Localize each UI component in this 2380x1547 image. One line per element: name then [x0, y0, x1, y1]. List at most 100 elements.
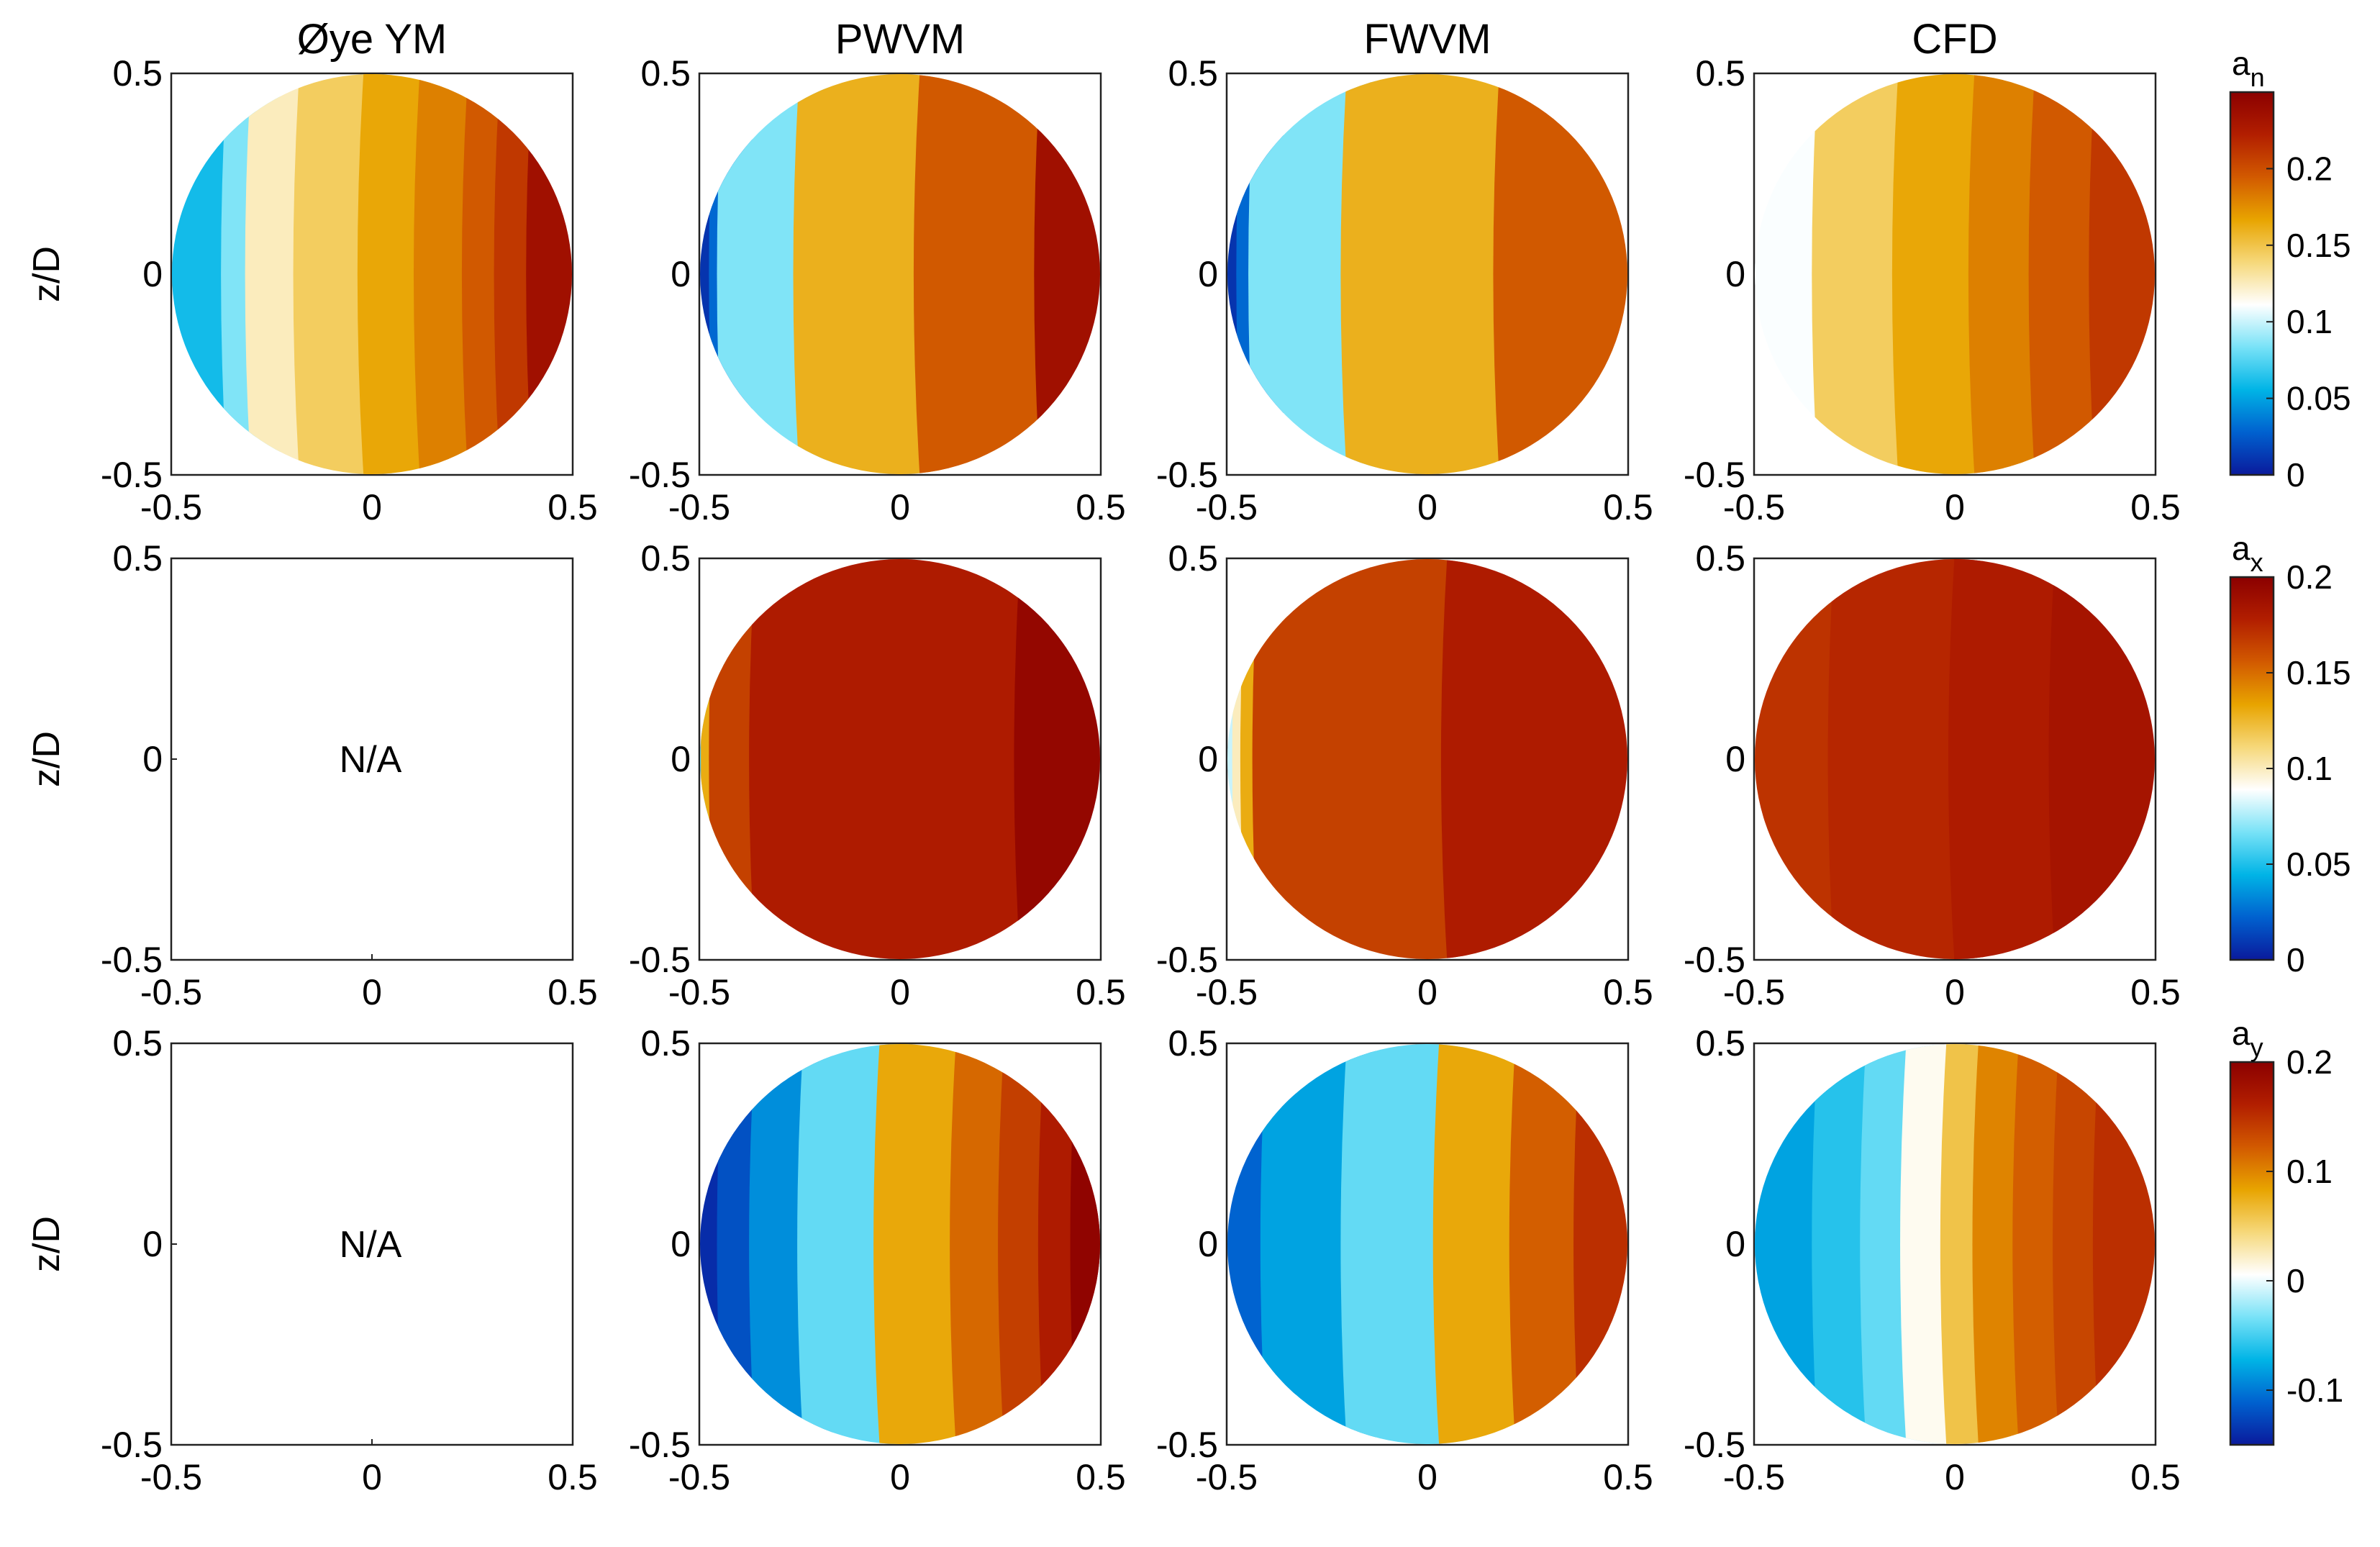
- x-tick-label: 0.5: [1603, 487, 1653, 527]
- contour-bands: [1755, 74, 2155, 474]
- contour-band: [1340, 74, 1529, 474]
- colorbar-fill: [2230, 92, 2274, 475]
- x-tick-label: -0.5: [1723, 487, 1785, 527]
- contour-band: [913, 74, 1070, 474]
- y-tick-label: 0.5: [1695, 53, 1745, 94]
- panel-ax-0: -0.5 0 0.5 0.5 0 -0.5 N/A: [101, 538, 598, 1012]
- x-tick-label: 0: [362, 487, 382, 527]
- colorbar-title: an: [2232, 45, 2265, 92]
- x-tick-label: 0: [1417, 487, 1437, 527]
- y-tick-label: 0: [1198, 1224, 1218, 1264]
- y-tick-label: 0: [671, 254, 691, 294]
- x-tick-label: -0.5: [140, 1457, 202, 1497]
- x-tick-label: 0.5: [2130, 1457, 2181, 1497]
- x-tick-label: 0.5: [2130, 487, 2181, 527]
- x-tick-label: 0.5: [1603, 972, 1653, 1012]
- x-tick-label: 0: [1417, 972, 1437, 1012]
- na-label: N/A: [340, 1224, 402, 1266]
- column-title-0: Øye YM: [297, 16, 447, 63]
- panel-an-1: -0.5 0 0.5 0.5 0 -0.5: [629, 53, 1126, 527]
- colorbar-tick-label: 0.1: [2286, 1153, 2333, 1190]
- y-tick-label: 0.5: [112, 538, 163, 579]
- colorbar-tick-label: 0.2: [2286, 1043, 2333, 1081]
- x-tick-label: 0.5: [1076, 487, 1126, 527]
- x-tick-label: 0: [1945, 1457, 1965, 1497]
- y-tick-label: 0.5: [640, 538, 691, 579]
- y-tick-label: 0.5: [640, 1023, 691, 1063]
- x-tick-label: 0: [890, 972, 910, 1012]
- x-tick-label: -0.5: [668, 972, 730, 1012]
- colorbar-an: 0.2 0.15 0.1 0.05 0 an: [2229, 45, 2351, 494]
- colorbar-ay: 0.2 0.1 0 -0.1 ay: [2229, 1015, 2343, 1446]
- y-tick-label: 0.5: [112, 1023, 163, 1063]
- x-tick-label: -0.5: [1196, 487, 1258, 527]
- panel-ay-3: -0.5 0 0.5 0.5 0 -0.5: [1684, 1023, 2181, 1497]
- y-tick-label: 0: [142, 739, 163, 779]
- panel-an-2: -0.5 0 0.5 0.5 0 -0.5: [1156, 53, 1653, 527]
- y-tick-label: 0: [1725, 739, 1745, 779]
- colorbar-tick-label: 0: [2286, 1262, 2305, 1299]
- x-tick-label: 0: [1945, 972, 1965, 1012]
- contour-bands: [1227, 559, 1627, 959]
- y-tick-label: -0.5: [101, 940, 163, 980]
- colorbar-tick-label: 0.05: [2286, 380, 2351, 417]
- contour-band: [2048, 559, 2155, 959]
- y-tick-label: 0: [671, 739, 691, 779]
- x-tick-label: 0.5: [1076, 972, 1126, 1012]
- na-label: N/A: [340, 739, 402, 781]
- colorbar-tick-label: 0.05: [2286, 845, 2351, 883]
- y-tick-label: 0: [142, 1224, 163, 1264]
- colorbar-tick-label: 0: [2286, 941, 2305, 979]
- contour-band: [793, 74, 949, 474]
- contour-band: [2089, 74, 2155, 474]
- y-tick-label: -0.5: [101, 455, 163, 495]
- y-tick-label: 0: [1198, 254, 1218, 294]
- column-title-3: CFD: [1912, 16, 1997, 63]
- panels-layer: Øye YM PWVM FWVM CFD-0.5 0 0.50.50-0.5-0.5 0 0.…: [26, 16, 2181, 1497]
- panel-an-0: -0.5 0 0.5 0.5 0 -0.5: [101, 53, 598, 527]
- contour-bands: [172, 74, 572, 474]
- colorbars-layer: 0.2 0.15 0.1 0.05 0 an 0.2 0.15 0.1 0.05 0 ax 0.2 0.1…: [2229, 45, 2351, 1446]
- panel-ay-1: -0.5 0 0.5 0.5 0 -0.5: [629, 1023, 1126, 1497]
- y-tick-label: 0: [671, 1224, 691, 1264]
- x-tick-label: 0: [890, 487, 910, 527]
- contour-band: [1948, 559, 2084, 959]
- contour-band: [1573, 1044, 1627, 1444]
- colorbar-title: ax: [2232, 530, 2263, 577]
- y-tick-label: 0: [1725, 254, 1745, 294]
- contour-band: [1493, 74, 1627, 474]
- y-tick-label: -0.5: [1684, 1425, 1745, 1465]
- x-tick-label: 0.5: [548, 487, 598, 527]
- y-tick-label: -0.5: [629, 455, 691, 495]
- colorbar-tick-label: 0.15: [2286, 227, 2351, 264]
- y-tick-label: -0.5: [1156, 455, 1218, 495]
- y-tick-label: -0.5: [1156, 1425, 1218, 1465]
- x-tick-label: 0: [1417, 1457, 1437, 1497]
- contour-band: [1440, 559, 1627, 959]
- colorbar-tick-label: 0.15: [2286, 654, 2351, 691]
- x-tick-label: 0: [362, 972, 382, 1012]
- x-tick-label: -0.5: [140, 487, 202, 527]
- contour-bands: [700, 559, 1100, 959]
- contour-band: [526, 74, 572, 474]
- x-tick-label: -0.5: [1196, 1457, 1258, 1497]
- x-tick-label: -0.5: [140, 972, 202, 1012]
- contour-bands: [700, 1044, 1100, 1444]
- contour-band: [1252, 559, 1476, 959]
- x-tick-label: 0: [362, 1457, 382, 1497]
- panel-ay-0: -0.5 0 0.5 0.5 0 -0.5 N/A: [101, 1023, 598, 1497]
- contour-bands: [1227, 1044, 1627, 1444]
- x-tick-label: -0.5: [1196, 972, 1258, 1012]
- x-tick-label: 0.5: [2130, 972, 2181, 1012]
- y-axis-label: z/D: [26, 1216, 68, 1272]
- colorbar-tick-label: 0.2: [2286, 558, 2333, 596]
- panel-ax-1: -0.5 0 0.5 0.5 0 -0.5: [629, 538, 1126, 1012]
- x-tick-label: 0.5: [548, 1457, 598, 1497]
- x-tick-label: -0.5: [1723, 972, 1785, 1012]
- contour-bands: [700, 74, 1100, 474]
- y-axis-label: z/D: [26, 731, 68, 787]
- contour-band: [2092, 1044, 2155, 1444]
- contour-band: [749, 559, 1050, 959]
- colorbar-tick-label: -0.1: [2286, 1371, 2343, 1409]
